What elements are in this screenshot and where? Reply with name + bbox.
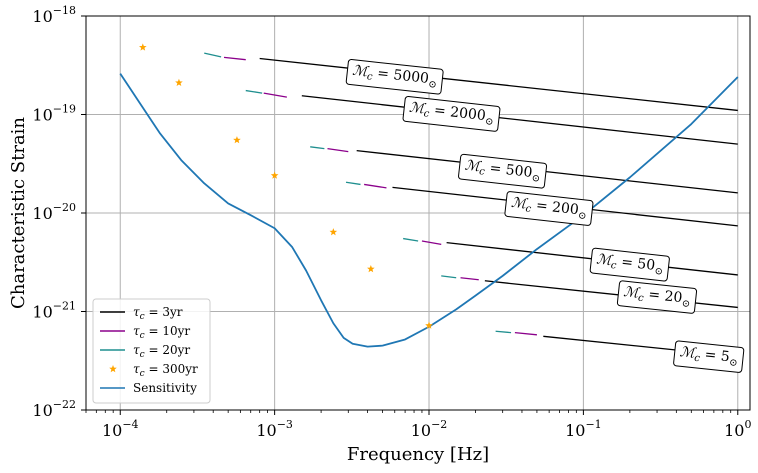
mass-label-box — [458, 153, 548, 189]
track-20yr-segment — [310, 146, 325, 150]
legend-box — [92, 298, 211, 404]
mass-label-text: ℳc = 200⊙ — [510, 195, 588, 222]
y-tick-label: 10−21 — [32, 300, 76, 322]
track-20yr-segment — [345, 181, 361, 186]
star-point-300yr — [425, 321, 433, 329]
mass-label-text: ℳc = 2000⊙ — [408, 100, 495, 128]
x-tick-label: 10−4 — [102, 418, 139, 440]
mass-label-text: ℳc = 5000⊙ — [351, 63, 438, 91]
sensitivity-curve — [119, 73, 739, 348]
track-3yr-line — [259, 57, 738, 112]
track-20yr-segment — [441, 275, 457, 279]
mass-labels: ℳc = 5000⊙ ℳc = 2000⊙ ℳc = 500⊙ ℳc = 200⊙ ℳc… — [345, 59, 745, 373]
track-3yr-line — [356, 149, 738, 194]
track-20yr-segment — [204, 52, 222, 58]
y-tick-label: 10−18 — [32, 4, 76, 26]
track-10yr-segment — [421, 240, 442, 246]
star-point-300yr — [270, 171, 279, 179]
legend-entry-label: τc = 300yr — [133, 362, 198, 379]
mass-label: ℳc = 2000⊙ — [402, 96, 501, 132]
legend-entry-label: τc = 3yr — [133, 305, 183, 322]
mass-label-box — [504, 191, 594, 226]
mass-label-text: ℳc = 500⊙ — [464, 158, 542, 185]
mass-label-text: ℳc = 20⊙ — [622, 284, 691, 310]
x-tick-label: 10−1 — [565, 418, 602, 440]
track-10yr-segment — [364, 183, 387, 189]
ticks: 10−4 10−3 10−2 10−1 100 10−22 10−21 10−20 10−19 1… — [32, 4, 751, 440]
track-20yr-segment — [245, 89, 263, 94]
star-point-300yr — [175, 78, 183, 86]
x-axis-label: Frequency [Hz] — [347, 444, 489, 465]
mass-label-box — [589, 247, 670, 282]
star-point-300yr — [367, 265, 375, 273]
mass-label: ℳc = 200⊙ — [504, 191, 594, 226]
track-20yr-segment — [495, 330, 512, 334]
legend-entry-label: τc = 20yr — [133, 343, 190, 360]
x-tick-label: 100 — [724, 418, 751, 440]
track-3yr-line — [301, 95, 738, 145]
track-10yr-segment — [223, 56, 246, 61]
track-10yr-segment — [514, 332, 537, 336]
mass-label: ℳc = 5⊙ — [673, 340, 745, 373]
x-tick-label: 10−3 — [256, 418, 293, 440]
legend: τc = 3yr τc = 10yr τc = 20yr τc = 300yr Sens… — [92, 298, 211, 404]
track-10yr-segment — [327, 148, 349, 153]
track-20yr-segment — [403, 237, 419, 242]
mass-label: ℳc = 20⊙ — [616, 280, 698, 314]
mass-label: ℳc = 500⊙ — [458, 153, 548, 189]
legend-entry-label: τc = 10yr — [133, 324, 190, 341]
mass-label-text: ℳc = 5⊙ — [679, 344, 739, 369]
track-10yr-segment — [263, 92, 287, 98]
mass-label: ℳc = 5000⊙ — [345, 59, 444, 95]
mass-label-box — [673, 340, 745, 373]
mass-label-text: ℳc = 50⊙ — [595, 251, 664, 277]
mass-label: ℳc = 50⊙ — [589, 247, 670, 282]
track-10yr-segment — [460, 277, 479, 281]
mass-label-box — [616, 280, 698, 314]
mass-label-box — [402, 96, 501, 132]
y-tick-label: 10−20 — [32, 201, 76, 223]
star-point-300yr — [329, 228, 338, 236]
legend-star-marker — [109, 365, 117, 373]
star-point-300yr — [139, 43, 147, 51]
x-tick-label: 10−2 — [411, 418, 448, 440]
mass-label-box — [345, 59, 444, 95]
y-tick-label: 10−22 — [32, 398, 76, 420]
y-tick-label: 10−19 — [32, 103, 76, 125]
star-point-300yr — [233, 136, 241, 144]
legend-entry-label: Sensitivity — [133, 381, 197, 395]
y-axis-label: Characteristic Strain — [8, 117, 29, 309]
